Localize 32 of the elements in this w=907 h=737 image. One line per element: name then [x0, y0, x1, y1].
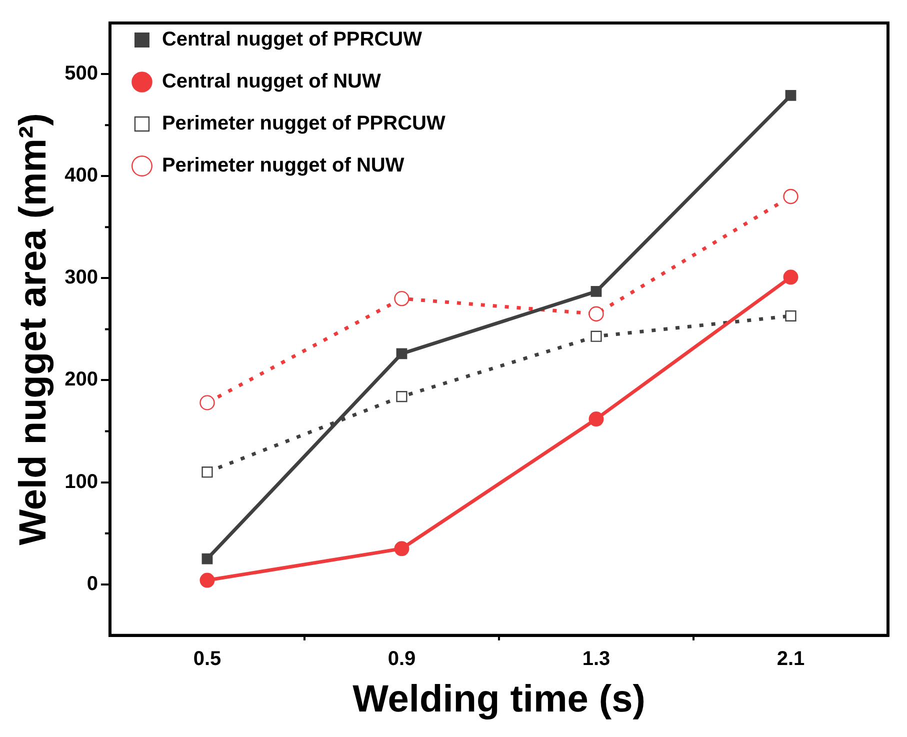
x-tick-label: 1.3 — [582, 648, 610, 670]
y-tick-label: 200 — [64, 368, 98, 391]
point — [783, 270, 798, 285]
x-tick-label: 2.1 — [776, 648, 805, 670]
point — [200, 572, 215, 588]
point — [202, 553, 213, 564]
point — [394, 541, 410, 556]
point — [785, 90, 796, 101]
legend-label: Perimeter nugget of PPRCUW — [162, 112, 446, 135]
point — [588, 412, 604, 427]
point — [588, 306, 604, 322]
y-tick-label: 400 — [64, 164, 98, 187]
y-tick-label: 100 — [64, 470, 98, 493]
y-tick-label: 0 — [86, 572, 98, 595]
point — [396, 348, 408, 360]
legend-label: Central nugget of PPRCUW — [162, 28, 422, 51]
point — [590, 330, 602, 342]
x-tick-label: 0.9 — [388, 648, 416, 670]
point — [202, 466, 213, 478]
point — [394, 290, 410, 306]
point — [785, 310, 796, 322]
legend-label: Perimeter nugget of NUW — [162, 154, 404, 177]
y-axis-title: Weld nugget area (mm²) — [12, 113, 54, 546]
y-tick-label: 500 — [64, 62, 98, 85]
y-tick-label: 300 — [64, 266, 98, 289]
point — [783, 188, 798, 204]
x-axis-title: Welding time (s) — [352, 678, 646, 721]
x-tick-label: 0.5 — [193, 648, 222, 670]
point — [590, 286, 602, 297]
point — [396, 391, 408, 402]
point — [200, 395, 215, 410]
legend-label: Central nugget of NUW — [162, 70, 381, 93]
